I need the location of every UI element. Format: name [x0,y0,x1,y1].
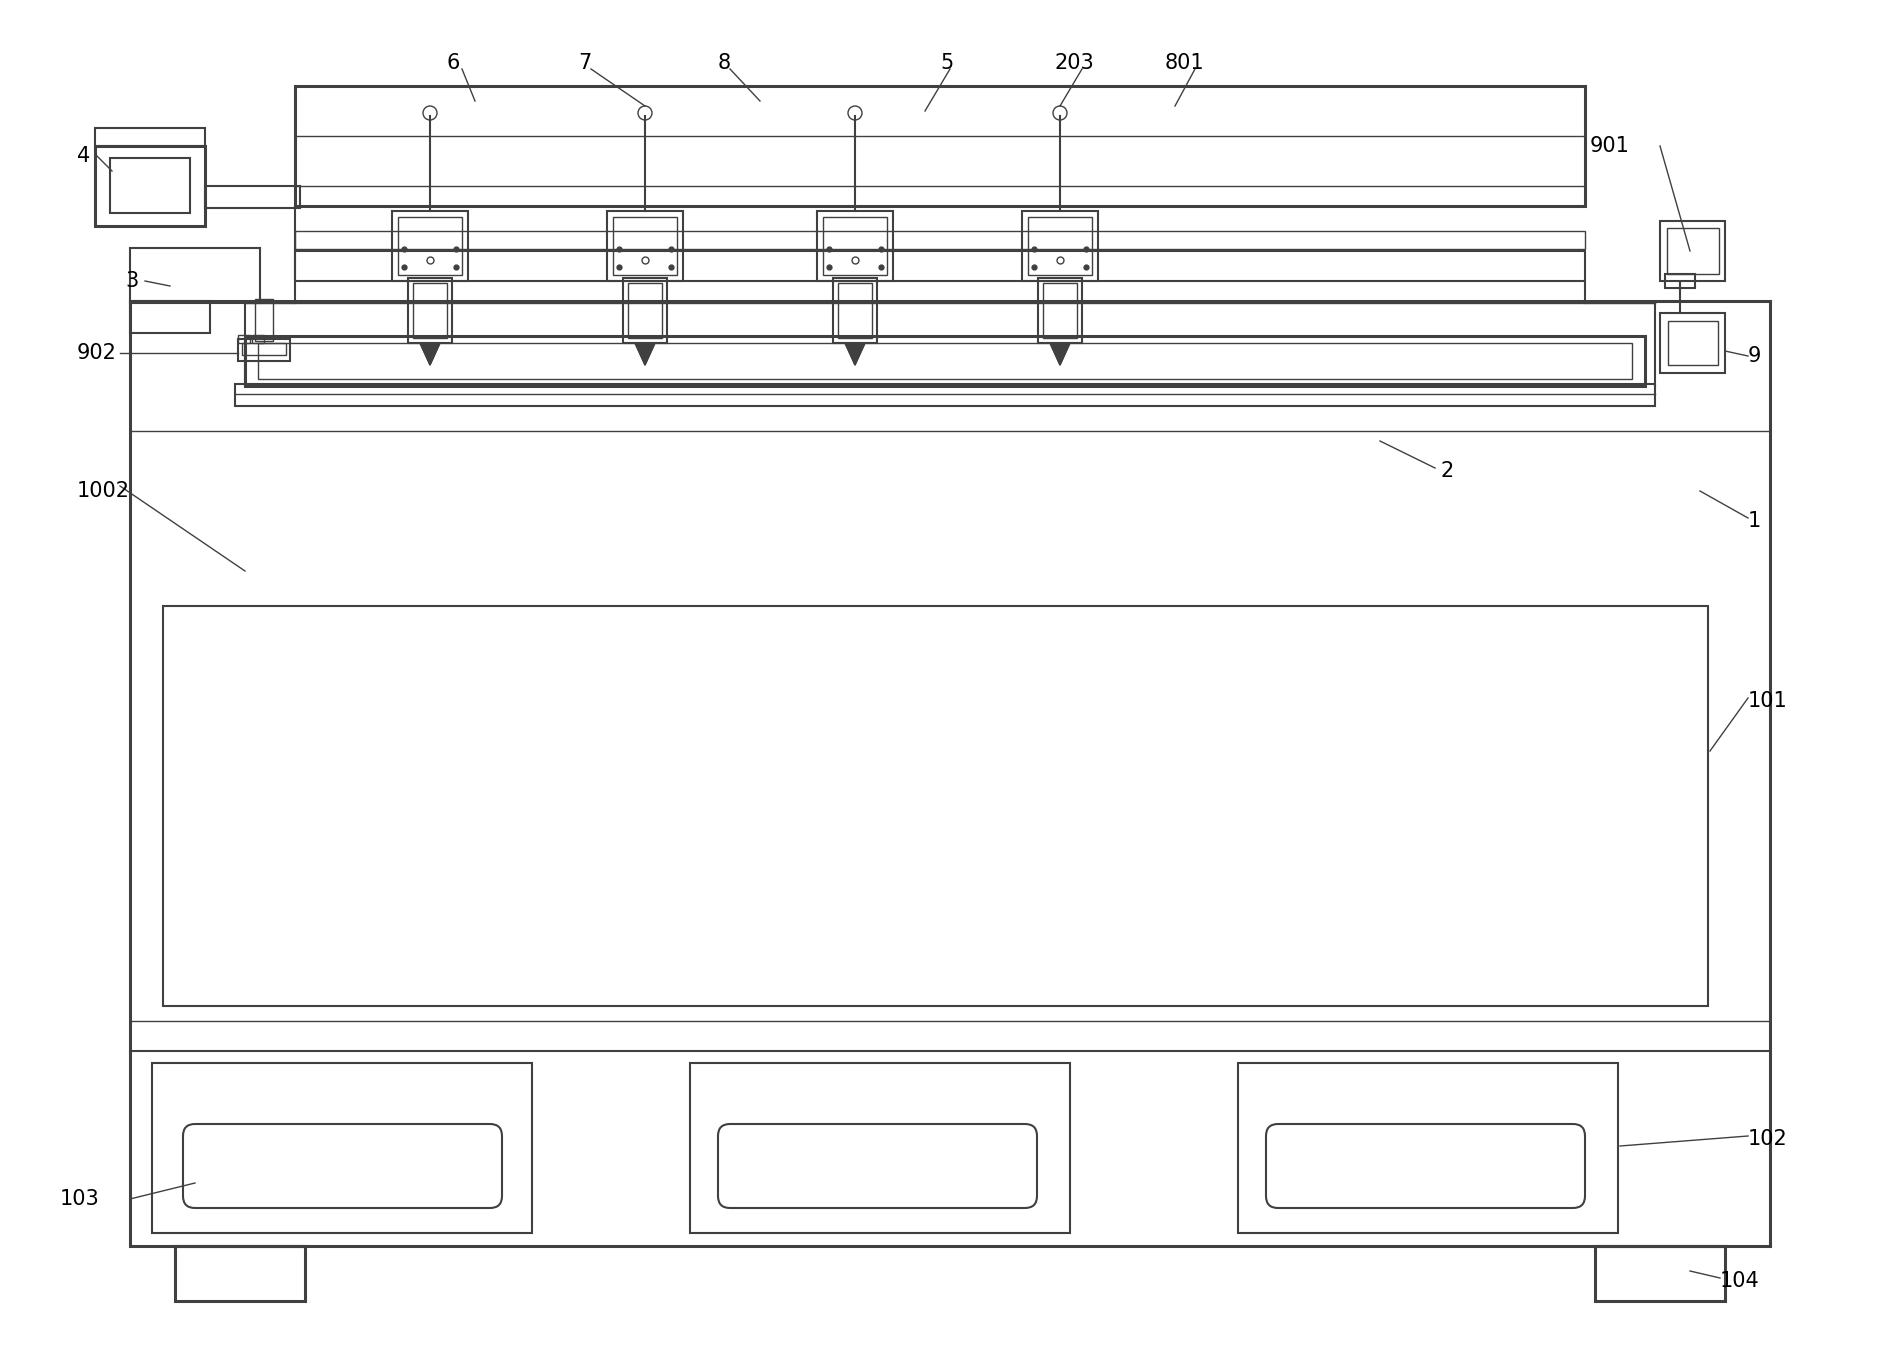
Text: 8: 8 [719,53,732,73]
Bar [1028,216,1091,275]
Polygon shape [1049,343,1070,365]
Bar [397,216,462,275]
Bar [295,86,1585,206]
Bar [606,211,682,280]
Bar [612,216,677,275]
Bar [163,606,1707,1006]
Bar [1044,283,1078,338]
Polygon shape [420,343,439,365]
Bar [295,231,1585,249]
Bar [175,1247,304,1301]
Bar [1023,211,1099,280]
Text: 9: 9 [1749,346,1762,366]
Text: 102: 102 [1749,1130,1787,1149]
Bar [1595,1247,1724,1301]
Text: 801: 801 [1165,53,1205,73]
Bar [392,211,468,280]
Text: 7: 7 [578,53,591,73]
Text: 2: 2 [1439,461,1452,480]
Bar [1665,274,1696,289]
Bar [1038,278,1082,343]
Text: 902: 902 [78,343,116,363]
Bar [295,250,1585,280]
Bar [1660,220,1724,280]
Bar [255,299,274,342]
Bar [205,186,300,208]
Bar [238,335,251,343]
Bar [627,283,662,338]
Bar [1660,313,1724,373]
Polygon shape [635,343,656,365]
Text: 4: 4 [78,146,89,166]
Bar [823,216,888,275]
Bar [1667,229,1719,274]
Bar [129,301,209,333]
Bar [241,343,285,355]
Text: 5: 5 [939,53,952,73]
Bar [833,278,876,343]
Bar [95,146,205,226]
Text: 6: 6 [447,53,460,73]
Bar [690,1063,1070,1233]
Bar [624,278,667,343]
Bar [413,283,447,338]
Bar [817,211,893,280]
Text: 101: 101 [1749,691,1787,710]
Text: 1: 1 [1749,510,1760,531]
Text: 103: 103 [61,1190,99,1209]
Bar [129,301,1770,1247]
Bar [838,283,873,338]
Text: 901: 901 [1589,136,1629,157]
Bar [1238,1063,1618,1233]
Bar [259,343,1631,378]
Polygon shape [846,343,865,365]
Bar [152,1063,532,1233]
Bar [238,339,291,361]
Bar [95,128,205,146]
Bar [236,384,1656,406]
Bar [1667,321,1719,365]
Bar [409,278,452,343]
Bar [110,158,190,214]
Text: 203: 203 [1055,53,1095,73]
Bar [253,335,264,343]
Text: 104: 104 [1720,1271,1760,1292]
Bar [129,248,260,304]
Text: 3: 3 [125,271,139,291]
Bar [245,336,1644,387]
Text: 1002: 1002 [78,480,129,501]
